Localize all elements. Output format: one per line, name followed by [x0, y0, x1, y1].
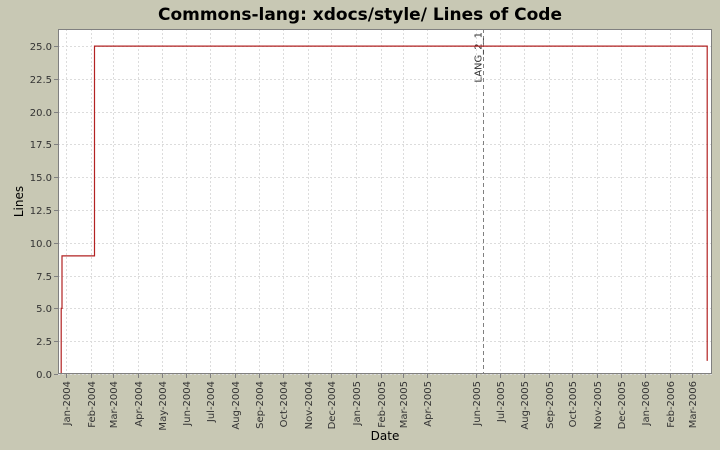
x-tick-label: Mar-2005: [399, 381, 410, 428]
x-tick-label: Dec-2004: [327, 381, 338, 429]
x-tick-label: May-2004: [158, 381, 169, 431]
x-tick-label: Oct-2004: [279, 381, 290, 427]
y-axis-label: Lines: [12, 186, 26, 217]
x-tick-label: Mar-2004: [109, 381, 120, 428]
x-tick-label: Aug-2005: [520, 381, 531, 430]
x-tick-label: Feb-2006: [666, 381, 677, 428]
y-tick-label: 12.5: [30, 206, 52, 217]
y-tick-label: 5.0: [36, 304, 52, 315]
x-tick-label: Feb-2004: [87, 381, 98, 428]
x-tick-label: Oct-2005: [568, 381, 579, 427]
x-tick-label: Mar-2006: [688, 381, 699, 428]
chart-title: Commons-lang: xdocs/style/ Lines of Code: [158, 5, 562, 25]
x-tick-label: Jul-2005: [496, 381, 507, 423]
y-tick-label: 7.5: [36, 272, 52, 283]
x-tick-label: Feb-2005: [377, 381, 388, 428]
x-tick-label: Apr-2004: [134, 381, 145, 427]
y-tick-label: 22.5: [30, 75, 52, 86]
y-tick-label: 0.0: [36, 370, 52, 381]
y-axis-ticks: 0.0 2.5 5.0 7.5 10.0 12.5 15.0 17.5 20.0 22.5 25.0: [30, 42, 58, 381]
markers: LANG_2_1: [474, 29, 485, 374]
y-tick-label: 17.5: [30, 140, 52, 151]
grid: [58, 29, 712, 375]
x-tick-label: Apr-2005: [423, 381, 434, 427]
y-tick-label: 20.0: [30, 108, 52, 119]
x-tick-label: Sep-2005: [545, 381, 556, 429]
x-tick-label: Dec-2005: [617, 381, 628, 429]
y-tick-label: 15.0: [30, 173, 52, 184]
marker-label: LANG_2_1: [474, 32, 485, 83]
y-tick-label: 10.0: [30, 239, 52, 250]
x-tick-label: Jun-2005: [472, 381, 483, 427]
x-tick-label: Jan-2004: [62, 381, 73, 426]
x-tick-label: Jan-2006: [641, 381, 652, 426]
x-tick-label: Jun-2004: [182, 381, 193, 427]
y-tick-label: 2.5: [36, 337, 52, 348]
x-tick-label: Sep-2004: [255, 381, 266, 429]
x-tick-label: Nov-2004: [304, 381, 315, 429]
y-tick-label: 25.0: [30, 42, 52, 53]
series-line: [60, 45, 708, 374]
x-tick-label: Nov-2005: [593, 381, 604, 429]
x-axis-ticks: Jan-2004 Feb-2004 Mar-2004 Apr-2004 May-2004…: [62, 374, 699, 431]
x-tick-label: Jul-2004: [206, 381, 217, 423]
series: [60, 45, 708, 374]
x-tick-label: Aug-2004: [231, 381, 242, 430]
plot-frame: [58, 29, 712, 374]
plot-area: [58, 29, 712, 374]
x-axis-label: Date: [371, 429, 400, 443]
x-tick-label: Jan-2005: [352, 381, 363, 426]
